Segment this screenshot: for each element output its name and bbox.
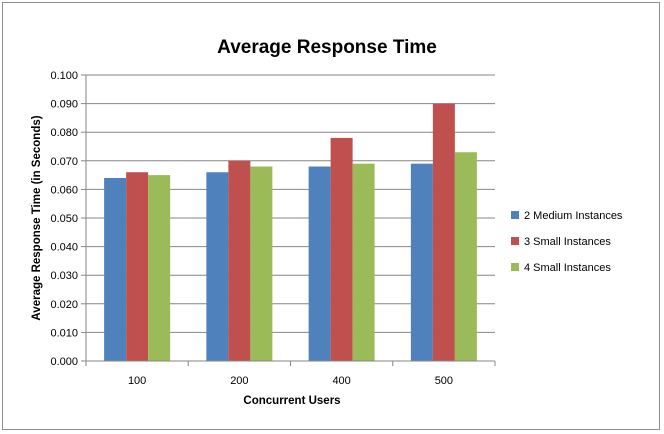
bar [432,103,455,361]
legend: 2 Medium Instances 3 Small Instances 4 Sma… [511,210,623,274]
bar [454,152,477,361]
y-tick-label: 0.070 [50,156,78,168]
bar [308,166,331,361]
y-tick-label: 0.040 [50,242,78,254]
y-tick-label: 0.090 [50,99,78,111]
bar [330,137,353,361]
bars [104,103,477,361]
legend-swatch [511,237,519,245]
legend-label: 3 Small Instances [524,236,611,248]
x-tick-label: 200 [230,375,248,387]
y-tick-label: 0.010 [50,327,78,339]
y-axis-title: Average Response Time (in Seconds) [31,115,43,320]
bar [206,172,229,361]
y-tick-label: 0.080 [50,127,78,139]
chart-title: Average Response Time [217,37,437,58]
x-tick-labels: 100 200 400 500 [128,375,453,387]
y-tick-label: 0.060 [50,184,78,196]
bar [228,160,251,361]
legend-label: 4 Small Instances [524,262,611,274]
x-tick-label: 400 [332,375,350,387]
bar [410,163,433,361]
y-tick-label: 0.000 [50,356,78,368]
y-tick-labels: 0.000 0.010 0.020 0.030 0.040 0.050 0.060 0.070… [50,70,78,368]
bar [104,177,127,361]
x-tick-label: 500 [435,375,453,387]
legend-swatch [511,263,519,271]
bar [148,175,171,361]
x-tick-label: 100 [128,375,146,387]
bar [250,166,273,361]
bar [352,163,375,361]
x-axis-title: Concurrent Users [243,395,340,407]
y-tick-label: 0.030 [50,270,78,282]
y-tick-label: 0.100 [50,70,78,82]
legend-label: 2 Medium Instances [524,210,623,222]
y-tick-label: 0.050 [50,213,78,225]
y-tick-label: 0.020 [50,299,78,311]
bar [126,172,149,361]
legend-swatch [511,211,519,219]
